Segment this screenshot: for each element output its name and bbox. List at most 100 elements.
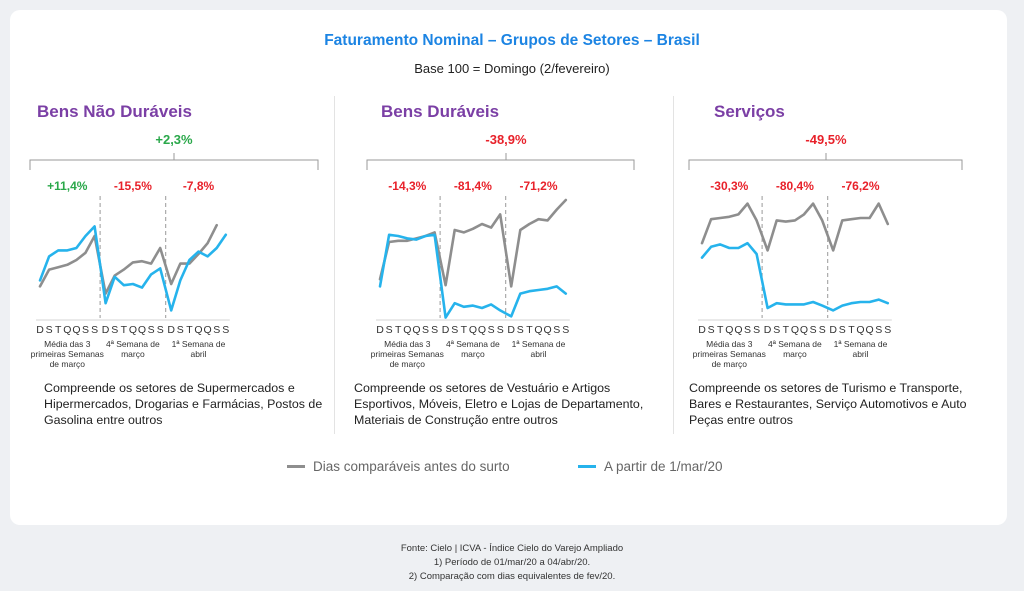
legend-label-after: A partir de 1/mar/20 <box>604 459 723 474</box>
x-tick-label: Q <box>194 324 202 336</box>
x-tick-label: T <box>395 324 402 336</box>
period-caption: 4ª Semana de março <box>446 339 500 359</box>
panel-description-bens-nao-duraveis: Compreende os setores de Supermercados e… <box>44 381 323 427</box>
x-tick-label: T <box>55 324 62 336</box>
x-tick-label: T <box>186 324 193 336</box>
legend-item-before: Dias comparáveis antes do surto <box>287 459 510 474</box>
x-tick-label: T <box>461 324 468 336</box>
x-tick-label: Q <box>800 324 808 336</box>
panel-divider <box>673 96 674 434</box>
panel-title-servicos: Serviços <box>714 102 785 121</box>
page-subtitle: Base 100 = Domingo (2/fevereiro) <box>414 61 610 76</box>
period-change-label: -7,8% <box>183 179 215 193</box>
panel-title-bens-nao-duraveis: Bens Não Duráveis <box>37 102 192 121</box>
x-tick-label: Q <box>403 324 411 336</box>
period-change-label: -80,4% <box>776 179 814 193</box>
x-tick-label: S <box>773 324 780 336</box>
series-line-after <box>378 233 568 319</box>
x-tick-label: S <box>177 324 184 336</box>
x-tick-label: Q <box>534 324 542 336</box>
period-caption: Média das 3 primeiras Semanas de março <box>31 339 104 369</box>
total-brace <box>366 153 635 170</box>
x-tick-label: S <box>708 324 715 336</box>
x-tick-label: D <box>764 324 772 336</box>
series-line-after <box>38 225 228 312</box>
total-change-label: -38,9% <box>485 132 527 147</box>
x-tick-label: Q <box>725 324 733 336</box>
x-tick-label: D <box>442 324 450 336</box>
total-change-label: -49,5% <box>805 132 847 147</box>
x-tick-label: S <box>553 324 560 336</box>
period-caption: Média das 3 primeiras Semanas de março <box>371 339 444 369</box>
x-tick-label: S <box>517 324 524 336</box>
x-tick-label: Q <box>63 324 71 336</box>
legend-swatch-after <box>578 465 596 468</box>
total-brace <box>688 153 963 170</box>
total-brace <box>29 153 319 170</box>
x-tick-label: D <box>102 324 110 336</box>
x-tick-label: T <box>848 324 855 336</box>
period-caption: 1ª Semana de abril <box>172 339 226 359</box>
x-tick-label: Q <box>412 324 420 336</box>
panel-description-bens-duraveis: Compreende os setores de Vestuário e Art… <box>354 381 644 427</box>
x-tick-label: S <box>91 324 98 336</box>
x-tick-label: Q <box>72 324 80 336</box>
footer-note-2: 2) Comparação com dias equivalentes de f… <box>408 571 616 582</box>
x-tick-label: S <box>451 324 458 336</box>
x-tick-label: T <box>526 324 533 336</box>
x-tick-label: Q <box>138 324 146 336</box>
series-line-after <box>700 241 890 312</box>
period-caption: 4ª Semana de março <box>106 339 160 359</box>
x-tick-label: S <box>562 324 569 336</box>
x-tick-label: Q <box>544 324 552 336</box>
period-caption: 4ª Semana de março <box>768 339 822 359</box>
panel-divider <box>334 96 335 434</box>
x-tick-label: S <box>213 324 220 336</box>
period-caption: 1ª Semana de abril <box>834 339 888 359</box>
total-change-label: +2,3% <box>155 132 193 147</box>
legend-swatch-before <box>287 465 305 468</box>
x-tick-label: S <box>497 324 504 336</box>
period-caption: 1ª Semana de abril <box>512 339 566 359</box>
period-caption: Média das 3 primeiras Semanas de março <box>693 339 766 369</box>
period-change-label: -30,3% <box>710 179 748 193</box>
x-tick-label: Q <box>129 324 137 336</box>
x-tick-label: Q <box>866 324 874 336</box>
series-line-before <box>700 202 890 252</box>
x-tick-label: S <box>148 324 155 336</box>
x-tick-label: S <box>488 324 495 336</box>
page-title: Faturamento Nominal – Grupos de Setores … <box>324 32 700 49</box>
x-tick-label: S <box>431 324 438 336</box>
footer-note-1: 1) Período de 01/mar/20 a 04/abr/20. <box>433 557 591 568</box>
x-tick-label: S <box>422 324 429 336</box>
x-tick-label: S <box>753 324 760 336</box>
x-tick-label: S <box>157 324 164 336</box>
x-tick-label: T <box>717 324 724 336</box>
period-change-label: +11,4% <box>47 179 88 193</box>
x-tick-label: Q <box>856 324 864 336</box>
x-tick-label: S <box>46 324 53 336</box>
x-tick-label: T <box>783 324 790 336</box>
x-tick-label: D <box>829 324 837 336</box>
x-tick-label: S <box>82 324 89 336</box>
x-tick-label: D <box>698 324 706 336</box>
period-change-label: -15,5% <box>114 179 152 193</box>
x-tick-label: D <box>507 324 515 336</box>
x-tick-label: Q <box>478 324 486 336</box>
panel-description-servicos: Compreende os setores de Turismo e Trans… <box>689 381 967 427</box>
legend-label-before: Dias comparáveis antes do surto <box>313 459 510 474</box>
x-tick-label: Q <box>791 324 799 336</box>
x-tick-label: D <box>36 324 44 336</box>
period-change-label: -71,2% <box>519 179 557 193</box>
x-tick-label: Q <box>469 324 477 336</box>
x-tick-label: S <box>810 324 817 336</box>
period-change-label: -14,3% <box>388 179 426 193</box>
period-change-label: -81,4% <box>454 179 492 193</box>
panel-title-bens-duraveis: Bens Duráveis <box>381 102 500 121</box>
x-tick-label: D <box>167 324 175 336</box>
legend-item-after: A partir de 1/mar/20 <box>578 459 723 474</box>
x-tick-label: S <box>111 324 118 336</box>
footer-source: Fonte: Cielo | ICVA - Índice Cielo do Va… <box>400 543 624 554</box>
x-tick-label: S <box>875 324 882 336</box>
